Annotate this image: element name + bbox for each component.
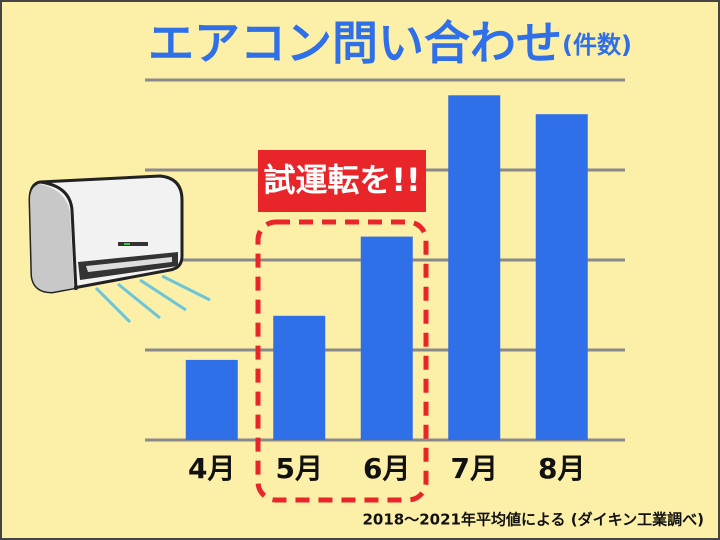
bar <box>360 236 413 440</box>
bar <box>185 359 238 440</box>
title-unit: (件数) <box>562 31 632 59</box>
x-tick-label: 7月 <box>451 452 498 485</box>
source-note: 2018～2021年平均値による (ダイキン工業調べ) <box>362 511 704 529</box>
bars <box>185 95 588 441</box>
x-tick-label: 4月 <box>188 452 235 485</box>
title-main: エアコン問い合わせ <box>148 16 562 70</box>
bar <box>448 95 501 441</box>
x-tick-label: 5月 <box>276 452 323 485</box>
bar <box>273 315 326 440</box>
highlight-frame <box>255 219 429 503</box>
chart-title: エアコン問い合わせ(件数) <box>148 16 632 70</box>
x-tick-label: 8月 <box>538 452 585 485</box>
annotation-box <box>258 150 426 212</box>
air-conditioner <box>28 174 211 324</box>
bar <box>535 114 588 440</box>
x-tick-label: 6月 <box>363 452 410 485</box>
annotation: 試運転を!! <box>263 161 420 199</box>
